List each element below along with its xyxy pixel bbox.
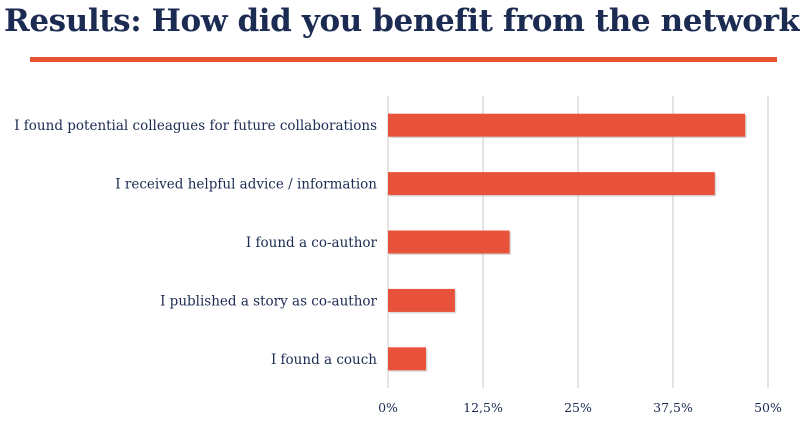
- category-label: I found a co-author: [246, 235, 378, 251]
- chart-bars: [388, 113, 747, 372]
- bar: [388, 288, 455, 312]
- title-underline: [30, 57, 777, 62]
- x-tick-label: 25%: [564, 400, 592, 415]
- x-tick-label: 37,5%: [653, 400, 693, 415]
- category-label: I received helpful advice / information: [115, 177, 377, 193]
- bar: [388, 347, 426, 371]
- x-tick-label: 50%: [754, 400, 782, 415]
- bar: [388, 113, 746, 137]
- chart-x-tick-labels: 0% 12,5% 25% 37,5% 50%: [378, 400, 782, 415]
- x-tick-label: 12,5%: [463, 400, 503, 415]
- chart-category-labels: I found potential colleagues for future …: [14, 118, 377, 368]
- category-label: I published a story as co-author: [160, 293, 377, 309]
- category-label: I found potential colleagues for future …: [14, 118, 377, 134]
- x-tick-label: 0%: [378, 400, 398, 415]
- bar: [388, 172, 715, 196]
- category-label: I found a couch: [271, 352, 377, 368]
- bar: [388, 230, 510, 254]
- slide-title: Results: How did you benefit from the ne…: [4, 3, 800, 39]
